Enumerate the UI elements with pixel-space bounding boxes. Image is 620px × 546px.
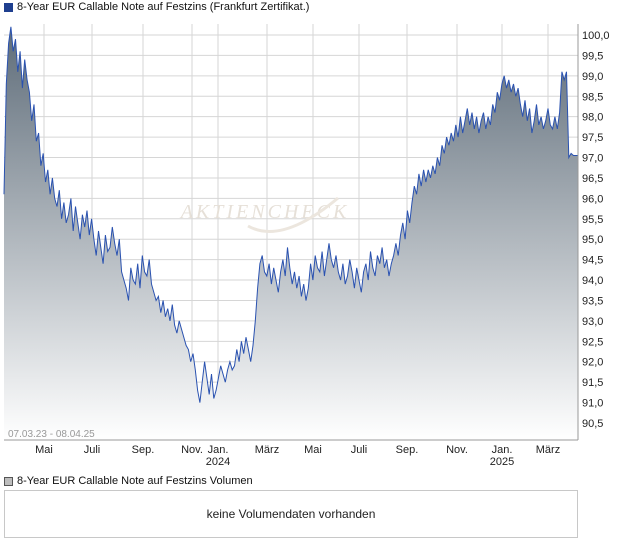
volume-legend: 8-Year EUR Callable Note auf Festzins Vo… xyxy=(4,474,253,488)
y-tick-label: 97,0 xyxy=(582,153,603,165)
price-legend-swatch xyxy=(4,2,13,12)
y-tick-label: 95,5 xyxy=(582,214,603,226)
y-tick-label: 98,5 xyxy=(582,91,603,103)
x-tick-label: März xyxy=(255,444,279,456)
x-tick-label: Mai xyxy=(304,444,322,456)
y-tick-label: 96,5 xyxy=(582,173,603,185)
volume-empty-message: keine Volumendaten vorhanden xyxy=(206,507,376,521)
y-tick-label: 95,0 xyxy=(582,234,603,246)
y-tick-label: 93,5 xyxy=(582,295,603,307)
x-tick-label: Juli xyxy=(84,444,101,456)
y-tick-label: 94,5 xyxy=(582,255,603,267)
y-tick-label: 90,5 xyxy=(582,418,603,430)
y-tick-label: 100,0 xyxy=(582,30,610,42)
x-tick-label: Jan. xyxy=(492,444,513,456)
y-tick-label: 97,5 xyxy=(582,132,603,144)
x-tick-label: Mai xyxy=(35,444,53,456)
x-tick-label: März xyxy=(536,444,560,456)
x-tick-label: Sep. xyxy=(396,444,419,456)
y-tick-label: 92,0 xyxy=(582,357,603,369)
y-tick-label: 99,5 xyxy=(582,50,603,62)
x-tick-year-label: 2025 xyxy=(490,456,514,468)
y-tick-label: 93,0 xyxy=(582,316,603,328)
y-tick-label: 91,0 xyxy=(582,398,603,410)
price-chart: AKTIENCHECK 100,0 99,5 99,0 98,5 98,0 97,5 97,… xyxy=(3,24,610,468)
price-legend: 8-Year EUR Callable Note auf Festzins (F… xyxy=(4,0,309,14)
x-tick-year-label: 2024 xyxy=(206,456,230,468)
y-tick-label: 91,5 xyxy=(582,377,603,389)
x-tick-label: Juli xyxy=(351,444,368,456)
y-tick-label: 94,0 xyxy=(582,275,603,287)
y-axis-ticks: 100,0 99,5 99,0 98,5 98,0 97,5 97,0 96,5 96,0 95,… xyxy=(582,30,610,430)
y-tick-label: 96,0 xyxy=(582,193,603,205)
x-tick-label: Sep. xyxy=(132,444,155,456)
x-tick-label: Nov. xyxy=(181,444,203,456)
watermark: AKTIENCHECK xyxy=(179,196,350,233)
date-range-label: 07.03.23 - 08.04.25 xyxy=(8,429,95,440)
x-tick-label: Nov. xyxy=(446,444,468,456)
price-line xyxy=(3,26,578,403)
x-tick-label: Jan. xyxy=(208,444,229,456)
volume-legend-swatch xyxy=(4,476,13,486)
watermark-text: AKTIENCHECK xyxy=(179,201,350,223)
y-tick-label: 98,0 xyxy=(582,112,603,124)
volume-panel: keine Volumendaten vorhanden xyxy=(4,490,578,538)
price-area xyxy=(4,26,578,441)
y-tick-label: 99,0 xyxy=(582,71,603,83)
y-tick-label: 92,5 xyxy=(582,336,603,348)
volume-legend-label: 8-Year EUR Callable Note auf Festzins Vo… xyxy=(17,475,253,487)
price-legend-label: 8-Year EUR Callable Note auf Festzins (F… xyxy=(17,1,310,13)
